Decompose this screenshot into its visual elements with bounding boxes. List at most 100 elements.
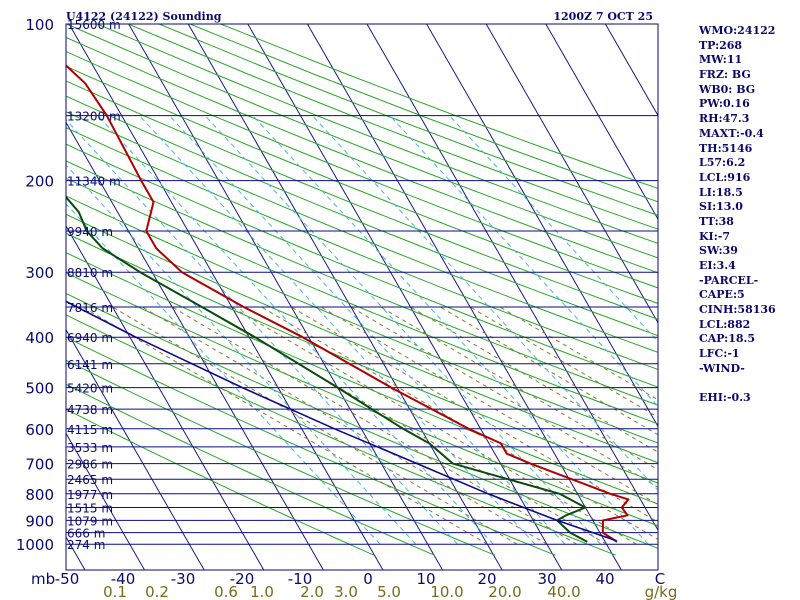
moist-adiabat-line xyxy=(380,306,658,471)
stat-item: SW:39 xyxy=(699,244,738,258)
height-label: 13200 m xyxy=(67,110,121,124)
mixing-ratio-tick-label: 0.2 xyxy=(145,583,169,600)
dry-adiabat-line xyxy=(66,160,658,406)
pressure-tick-label: 500 xyxy=(25,380,54,398)
dry-adiabat-line xyxy=(66,80,658,320)
stat-item: CAPE:5 xyxy=(699,288,745,302)
temperature-tick-label: -10 xyxy=(288,570,313,588)
temperature-tick-label: C xyxy=(655,570,665,588)
stat-item: RH:47.3 xyxy=(699,112,750,126)
stat-item: WMO:24122 xyxy=(699,24,776,37)
dry-adiabat-line xyxy=(66,292,658,549)
pressure-tick-label: 900 xyxy=(25,512,54,530)
height-label: 1977 m xyxy=(67,488,113,502)
pressure-tick-label: 700 xyxy=(25,456,54,474)
mixing-ratio-line xyxy=(97,115,494,545)
temperature-tick-label: -40 xyxy=(111,570,136,588)
stat-item: CINH:58136 xyxy=(699,303,776,317)
temperature-tick-label: -50 xyxy=(55,570,80,588)
pressure-tick-label: 100 xyxy=(25,16,54,34)
dry-adiabat-line xyxy=(66,195,658,444)
height-label: 4738 m xyxy=(67,403,113,417)
dry-adiabat-line xyxy=(66,383,435,556)
height-label: 2465 m xyxy=(67,473,113,487)
stat-item: TT:38 xyxy=(699,214,734,228)
chart-series xyxy=(66,64,630,543)
stat-item: PW:0.16 xyxy=(699,97,750,111)
dry-adiabat-line xyxy=(66,314,616,556)
mixing-ratio-line xyxy=(66,119,458,545)
temperature-tick-label: 20 xyxy=(477,570,496,588)
mixing-ratio-line xyxy=(139,115,536,545)
dry-adiabat-line xyxy=(66,177,658,425)
mixing-ratio-tick-label: 1.0 xyxy=(250,583,274,600)
stat-item: TH:5146 xyxy=(699,141,753,155)
mixing-ratio-tick-label: g/kg xyxy=(645,583,678,600)
mixing-ratio-tick-label: 0.6 xyxy=(214,583,238,600)
dry-adiabat-line xyxy=(66,65,658,304)
mixing-ratio-tick-label: 40.0 xyxy=(547,583,580,600)
moist-adiabat-line xyxy=(231,306,637,545)
moist-adiabat-line xyxy=(82,306,488,545)
dry-adiabat-line xyxy=(66,127,658,371)
moist-adiabat-line xyxy=(171,306,577,545)
stat-item: FRZ: BG xyxy=(699,68,751,82)
mixing-ratio-tick-label: 5.0 xyxy=(377,583,401,600)
dry-adiabat-line xyxy=(66,24,658,259)
mixing-ratio-tick-label: 10.0 xyxy=(430,583,463,600)
pressure-tick-label: 1000 xyxy=(16,536,54,554)
chart-labels: 15600 m 13200 m 11340 m 9940 m 8810 m 7816 m 6… xyxy=(16,16,678,600)
mixing-ratio-line xyxy=(66,164,417,545)
temperature-tick-label: 10 xyxy=(416,570,435,588)
moist-adiabat-line xyxy=(350,306,658,488)
parcel-profile-line xyxy=(66,300,617,542)
isotherm-line xyxy=(366,24,658,532)
dry-adiabat-line xyxy=(66,213,658,464)
moist-adiabat-line xyxy=(291,306,658,523)
chart-grid xyxy=(0,24,658,570)
isotherm-line xyxy=(0,24,25,570)
dewpoint-profile-line xyxy=(66,195,588,543)
dry-adiabat-line xyxy=(66,336,556,556)
temperature-tick-label: 0 xyxy=(363,570,373,588)
stat-item: CAP:18.5 xyxy=(699,332,756,346)
stat-item: -WIND- xyxy=(699,361,745,375)
mixing-ratio-line xyxy=(252,115,649,545)
pressure-tick-label: 400 xyxy=(25,329,54,347)
pressure-unit-label: mb xyxy=(31,570,55,588)
pressure-tick-label: 800 xyxy=(25,486,54,504)
mixing-ratio-line xyxy=(204,115,601,545)
isotherm-line xyxy=(426,24,658,428)
isotherm-line xyxy=(485,24,658,324)
valid-time: 1200Z 7 OCT 25 xyxy=(553,10,653,23)
height-label: 6940 m xyxy=(67,331,113,345)
moist-adiabat-line xyxy=(410,306,658,453)
mixing-ratio-line xyxy=(168,115,566,545)
stat-item: LFC:-1 xyxy=(699,347,740,361)
temperature-tick-label: 40 xyxy=(595,570,614,588)
temperature-tick-label: 30 xyxy=(537,570,556,588)
height-label: 15600 m xyxy=(67,18,121,32)
dry-adiabat-line xyxy=(66,50,658,289)
height-label: 2986 m xyxy=(67,458,113,472)
height-label: 1515 m xyxy=(67,501,113,515)
mixing-ratio-line xyxy=(66,203,381,545)
stat-item: TP:268 xyxy=(699,38,743,52)
moist-adiabat-line xyxy=(142,306,548,545)
stat-item: LI:18.5 xyxy=(699,185,743,199)
dry-adiabat-line xyxy=(66,95,658,337)
stat-item: L57:6.2 xyxy=(699,156,746,170)
pressure-tick-label: 600 xyxy=(25,421,54,439)
stat-item: MAXT:-0.4 xyxy=(699,126,764,140)
isotherm-line xyxy=(545,24,658,221)
dry-adiabat-line xyxy=(97,24,658,244)
height-label: 11340 m xyxy=(67,175,121,189)
height-label: 8810 m xyxy=(67,266,113,280)
isotherm-line xyxy=(247,24,563,570)
mixing-ratio-tick-label: 20.0 xyxy=(488,583,521,600)
temperature-tick-label: -20 xyxy=(230,570,255,588)
height-label: 5420 m xyxy=(67,382,113,396)
moist-adiabat-line xyxy=(261,306,658,541)
mixing-ratio-tick-label: 2.0 xyxy=(300,583,324,600)
stat-item: LCL:882 xyxy=(699,317,751,331)
